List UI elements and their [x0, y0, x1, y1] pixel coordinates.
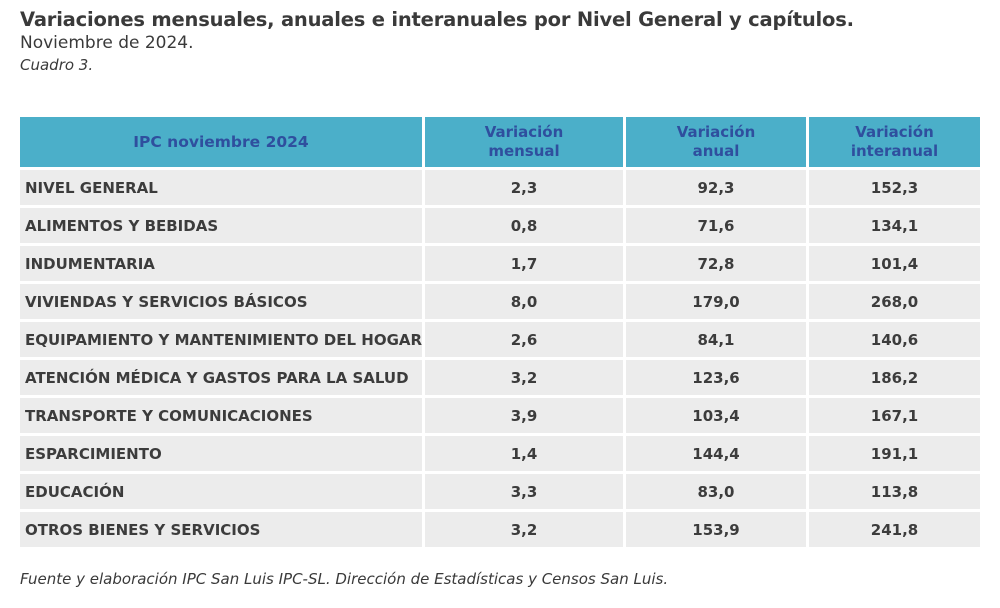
cell-variacion-anual: 103,4: [626, 398, 806, 433]
table-body: NIVEL GENERAL 2,3 92,3 152,3 ALIMENTOS Y BEB…: [20, 170, 980, 547]
table-row: INDUMENTARIA 1,7 72,8 101,4: [20, 246, 980, 281]
cell-variacion-mensual: 1,4: [425, 436, 623, 471]
cell-variacion-mensual: 8,0: [425, 284, 623, 319]
page-title: Variaciones mensuales, anuales e interan…: [20, 8, 854, 31]
row-label: VIVIENDAS Y SERVICIOS BÁSICOS: [20, 284, 422, 319]
cell-variacion-mensual: 3,2: [425, 512, 623, 547]
cell-variacion-interanual: 134,1: [809, 208, 980, 243]
table-row: TRANSPORTE Y COMUNICACIONES 3,9 103,4 167,1: [20, 398, 980, 433]
row-label: INDUMENTARIA: [20, 246, 422, 281]
header-variacion-mensual-label: Variación mensual: [484, 123, 564, 160]
header-ipc: IPC noviembre 2024: [20, 117, 422, 167]
table-row: ALIMENTOS Y BEBIDAS 0,8 71,6 134,1: [20, 208, 980, 243]
cell-variacion-mensual: 2,6: [425, 322, 623, 357]
cell-variacion-mensual: 1,7: [425, 246, 623, 281]
table-row: OTROS BIENES Y SERVICIOS 3,2 153,9 241,8: [20, 512, 980, 547]
cell-variacion-anual: 71,6: [626, 208, 806, 243]
cell-variacion-interanual: 268,0: [809, 284, 980, 319]
cell-variacion-interanual: 113,8: [809, 474, 980, 509]
table-row: NIVEL GENERAL 2,3 92,3 152,3: [20, 170, 980, 205]
cell-variacion-anual: 153,9: [626, 512, 806, 547]
table-row: VIVIENDAS Y SERVICIOS BÁSICOS 8,0 179,0 268…: [20, 284, 980, 319]
table-row: EDUCACIÓN 3,3 83,0 113,8: [20, 474, 980, 509]
table-caption: Cuadro 3.: [20, 56, 94, 74]
cell-variacion-anual: 72,8: [626, 246, 806, 281]
cell-variacion-mensual: 0,8: [425, 208, 623, 243]
row-label: EDUCACIÓN: [20, 474, 422, 509]
header-variacion-interanual-label: Variación interanual: [850, 123, 939, 160]
cell-variacion-anual: 83,0: [626, 474, 806, 509]
cell-variacion-anual: 92,3: [626, 170, 806, 205]
row-label: ESPARCIMIENTO: [20, 436, 422, 471]
table-row: EQUIPAMIENTO Y MANTENIMIENTO DEL HOGAR 2,…: [20, 322, 980, 357]
cell-variacion-mensual: 3,3: [425, 474, 623, 509]
cell-variacion-anual: 179,0: [626, 284, 806, 319]
cell-variacion-interanual: 191,1: [809, 436, 980, 471]
source-note: Fuente y elaboración IPC San Luis IPC-SL…: [20, 570, 669, 588]
table-header-row: IPC noviembre 2024 Variación mensual Var…: [20, 117, 980, 167]
page-subtitle: Noviembre de 2024.: [20, 33, 194, 53]
cell-variacion-interanual: 241,8: [809, 512, 980, 547]
header-variacion-mensual: Variación mensual: [425, 117, 623, 167]
cell-variacion-anual: 123,6: [626, 360, 806, 395]
cell-variacion-anual: 84,1: [626, 322, 806, 357]
row-label: ALIMENTOS Y BEBIDAS: [20, 208, 422, 243]
header-variacion-anual: Variación anual: [626, 117, 806, 167]
cell-variacion-interanual: 152,3: [809, 170, 980, 205]
ipc-table: IPC noviembre 2024 Variación mensual Var…: [17, 114, 983, 550]
row-label: NIVEL GENERAL: [20, 170, 422, 205]
cell-variacion-interanual: 140,6: [809, 322, 980, 357]
row-label: TRANSPORTE Y COMUNICACIONES: [20, 398, 422, 433]
row-label: ATENCIÓN MÉDICA Y GASTOS PARA LA SALUD: [20, 360, 422, 395]
cell-variacion-mensual: 3,9: [425, 398, 623, 433]
cell-variacion-anual: 144,4: [626, 436, 806, 471]
cell-variacion-mensual: 2,3: [425, 170, 623, 205]
table-row: ESPARCIMIENTO 1,4 144,4 191,1: [20, 436, 980, 471]
row-label: EQUIPAMIENTO Y MANTENIMIENTO DEL HOGAR: [20, 322, 422, 357]
header-variacion-anual-label: Variación anual: [676, 123, 756, 160]
cell-variacion-interanual: 167,1: [809, 398, 980, 433]
table-row: ATENCIÓN MÉDICA Y GASTOS PARA LA SALUD 3,…: [20, 360, 980, 395]
cell-variacion-mensual: 3,2: [425, 360, 623, 395]
header-variacion-interanual: Variación interanual: [809, 117, 980, 167]
cell-variacion-interanual: 101,4: [809, 246, 980, 281]
row-label: OTROS BIENES Y SERVICIOS: [20, 512, 422, 547]
cell-variacion-interanual: 186,2: [809, 360, 980, 395]
